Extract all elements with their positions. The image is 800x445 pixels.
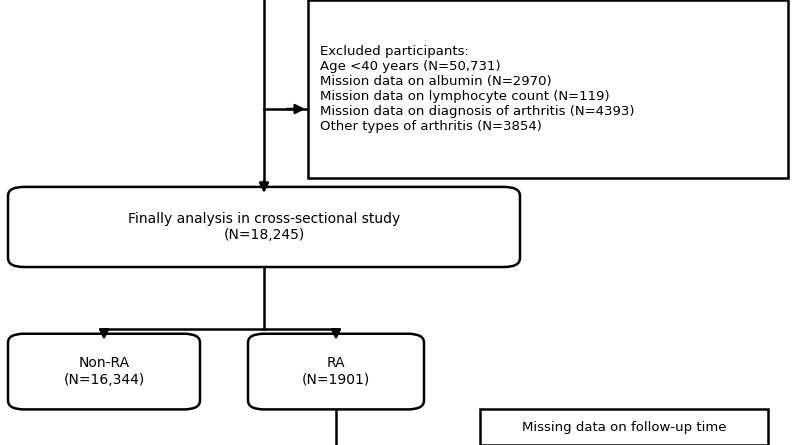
Text: Missing data on follow-up time: Missing data on follow-up time [522, 421, 726, 434]
Text: RA
(N=1901): RA (N=1901) [302, 356, 370, 387]
FancyBboxPatch shape [8, 334, 200, 409]
FancyBboxPatch shape [248, 334, 424, 409]
Text: Finally analysis in cross-sectional study
(N=18,245): Finally analysis in cross-sectional stud… [128, 212, 400, 242]
FancyBboxPatch shape [308, 0, 788, 178]
FancyBboxPatch shape [480, 409, 768, 445]
Text: Excluded participants:
Age <40 years (N=50,731)
Mission data on albumin (N=2970): Excluded participants: Age <40 years (N=… [320, 45, 634, 133]
Text: Non-RA
(N=16,344): Non-RA (N=16,344) [63, 356, 145, 387]
FancyBboxPatch shape [8, 187, 520, 267]
